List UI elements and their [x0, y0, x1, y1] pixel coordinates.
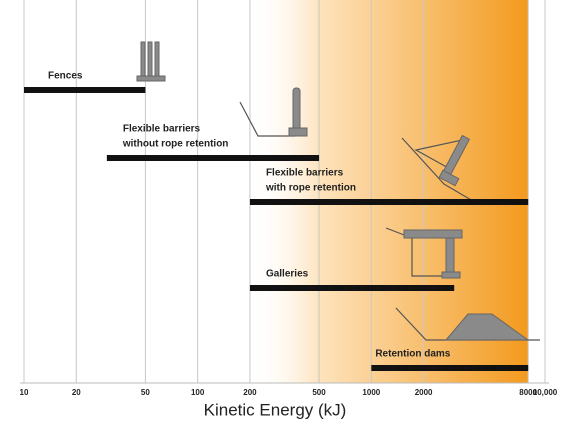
fence-icon [136, 41, 166, 82]
range-bar [249, 199, 529, 205]
range-bar [249, 285, 455, 291]
x-axis-label: Kinetic Energy (kJ) [204, 400, 347, 419]
main-layer: Fences Flexible barriers without rope rete… [24, 71, 529, 371]
x-tick-label: 50 [141, 388, 150, 397]
bar-label: with rope retention [265, 183, 356, 194]
x-tick-label: 10 [20, 388, 29, 397]
x-tick-label: 500 [312, 388, 326, 397]
range-bar [106, 155, 320, 161]
x-tick-label: 20 [72, 388, 81, 397]
dam-icon [395, 307, 540, 341]
x-tick-label: 100 [191, 388, 205, 397]
bar-label: Fences [48, 71, 83, 82]
gallery-icon [385, 227, 463, 279]
rope-barrier-icon [401, 134, 479, 205]
bar-label: Galleries [266, 269, 309, 280]
bar-label: Flexible barriers [266, 168, 344, 179]
x-tick-label: 2000 [415, 388, 433, 397]
bar-label: Flexible barriers [123, 124, 201, 135]
x-tick-label: 8000 [519, 388, 537, 397]
bar-label: without rope retention [122, 139, 229, 150]
range-bar [24, 87, 146, 93]
bar-label: Retention dams [375, 349, 450, 360]
flexible-barrier-icon [239, 87, 308, 137]
x-tick-label: 200 [243, 388, 257, 397]
range-bar [371, 365, 529, 371]
x-tick-label: 1000 [362, 388, 380, 397]
x-tick-label: 10,000 [533, 388, 558, 397]
